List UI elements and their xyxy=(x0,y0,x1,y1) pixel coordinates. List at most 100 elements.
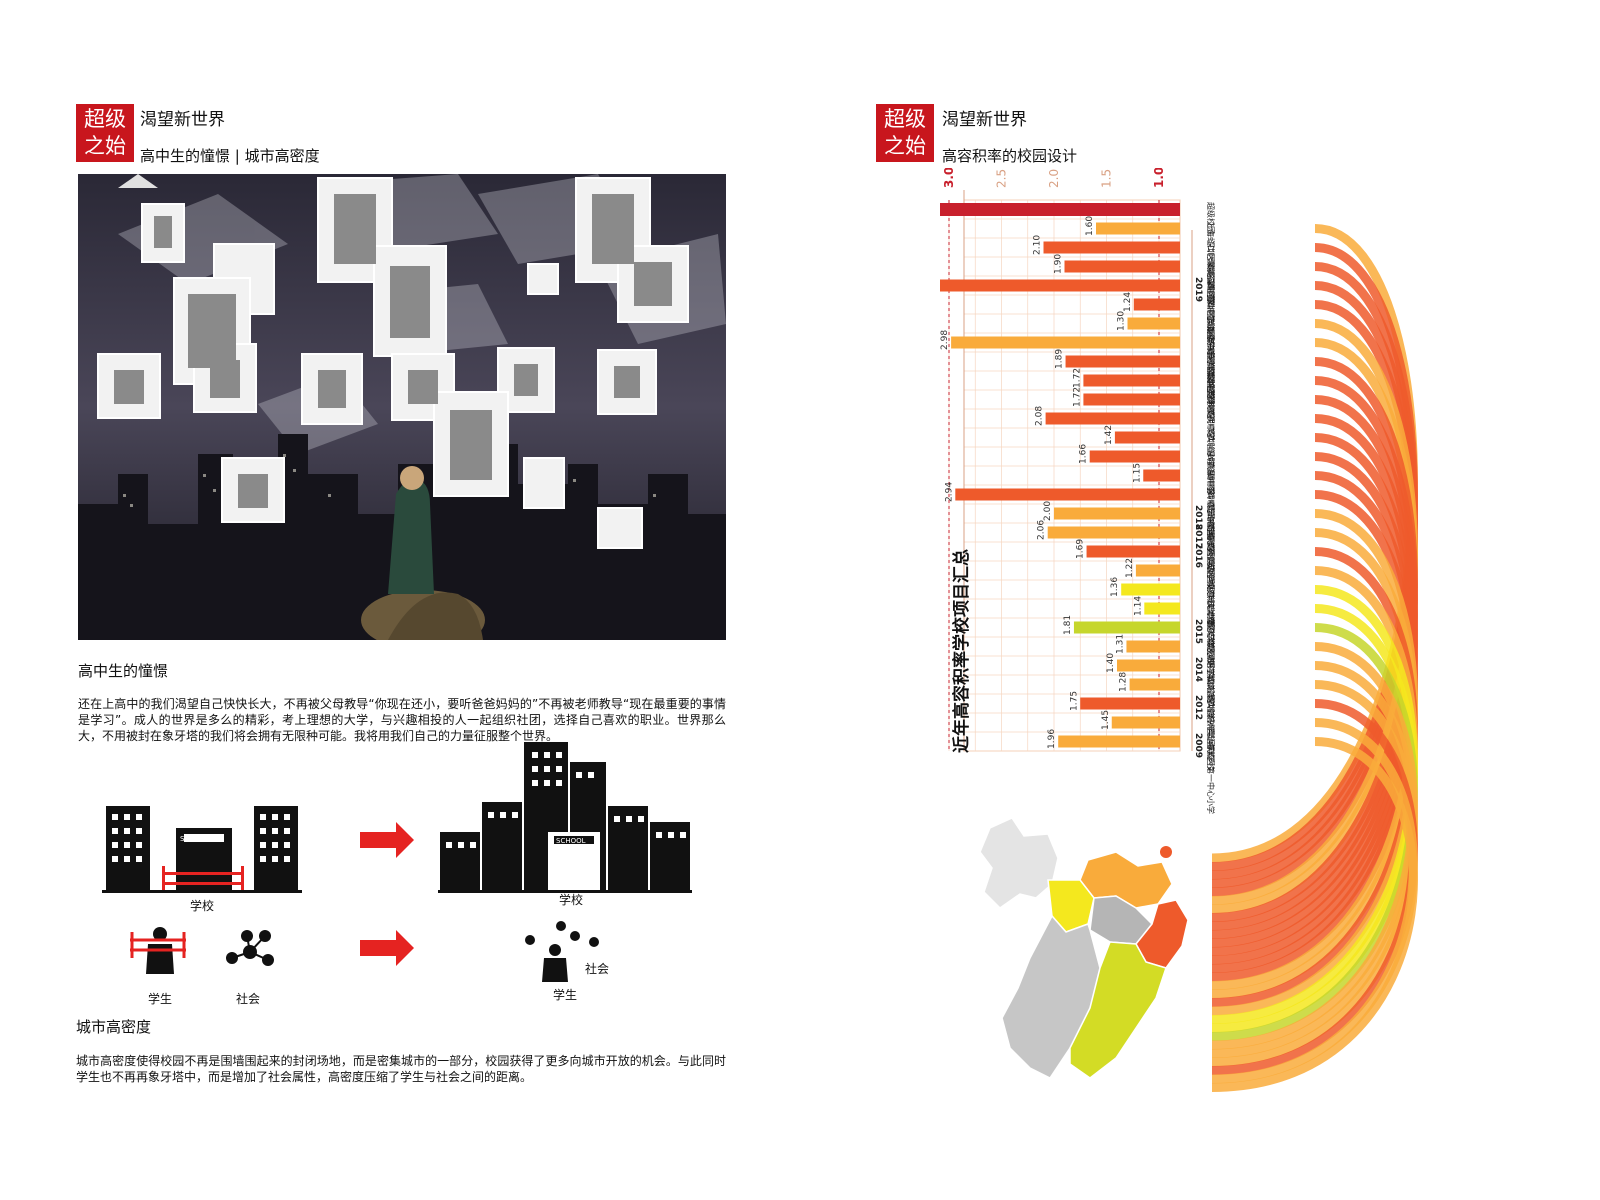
bar xyxy=(1058,735,1180,748)
bar-category-label: 深圳罗湖区某小学 xyxy=(1206,240,1216,304)
bar-value-label: 1.15 xyxy=(1132,463,1142,483)
bar xyxy=(1133,298,1180,311)
bar-value-label: 1.24 xyxy=(1123,292,1133,312)
bar-value-label: 1.72 xyxy=(1072,368,1082,388)
bar-value-label: 1.45 xyxy=(1101,710,1111,730)
bar-category-label: 深圳某田中学 xyxy=(1206,487,1216,535)
axis-tick-label: 2.0 xyxy=(1047,169,1061,188)
student-label-after: 学生 xyxy=(553,988,578,1002)
bar-value-label: 1.40 xyxy=(1106,653,1116,673)
bar-value-label: 2.94 xyxy=(944,482,954,502)
bar-category-label: 深圳红岭高级中学 xyxy=(1206,430,1216,494)
bar-value-label: 1.60 xyxy=(1085,216,1095,236)
bar-category-label: 浙江某实验学校 xyxy=(1206,658,1216,714)
bar-value-label: 2.08 xyxy=(1035,406,1045,426)
bar xyxy=(1054,507,1180,520)
bar-category-label: 上海某国际学校校区 xyxy=(1206,506,1216,578)
map-region-south-west xyxy=(1001,914,1101,1079)
bar xyxy=(1127,317,1180,330)
bar-year-label: 2009 xyxy=(1193,733,1203,758)
bar-value-label: 2.06 xyxy=(1037,520,1047,540)
bar xyxy=(1114,431,1180,444)
bar xyxy=(940,279,1180,292)
bar-category-label: 天津某中学某分校 xyxy=(1206,601,1216,665)
bar xyxy=(1083,374,1180,387)
bar-value-label: 1.31 xyxy=(1115,634,1125,654)
section-text-density: 城市高密度使得校园不再是围墙围起来的封闭场地，而是密集城市的一部分，校园获得了更… xyxy=(76,1054,726,1084)
axis-tick-label: 1.0 xyxy=(1152,168,1166,188)
bar-value-label: 1.89 xyxy=(1055,349,1065,369)
bar-category-label: 深圳红岭中学（石厦校区） xyxy=(1206,468,1216,564)
flow-band xyxy=(1211,737,1418,1092)
page-subtitle-right: 高容积率的校园设计 xyxy=(942,147,1078,165)
bar-category-label: 山东某实验中学 xyxy=(1206,677,1216,733)
bar-value-label: 1.22 xyxy=(1125,558,1135,578)
bar xyxy=(1086,545,1180,558)
bar xyxy=(1073,621,1180,634)
bar-value-label: 1.30 xyxy=(1117,311,1127,331)
china-east-map xyxy=(979,817,1189,1079)
axis-tick-label: 2.5 xyxy=(995,169,1009,188)
bar-category-label: 上海某外国语学校 xyxy=(1206,525,1216,589)
bar-year-label: 2015 xyxy=(1193,619,1203,644)
bar xyxy=(1043,241,1180,254)
bar-value-label: 2.00 xyxy=(1043,501,1053,521)
bar xyxy=(1064,260,1180,273)
bar-value-label: 1.90 xyxy=(1054,254,1064,274)
tag-line-2-right: 之始 xyxy=(884,134,926,158)
bar-category-label: 上海长宁区某中学学校 xyxy=(1206,335,1216,415)
page-subtitle-left: 高中生的憧憬 | 城市高密度 xyxy=(140,147,320,165)
bar xyxy=(1047,526,1180,539)
section-tag-right: 超级 之始 xyxy=(876,104,934,162)
bar xyxy=(1143,469,1180,482)
bar-category-label: 北京四中房山校区 xyxy=(1206,639,1216,703)
bar-category-label: 深圳某小学 xyxy=(1206,354,1216,394)
society-label-after: 社会 xyxy=(585,962,610,976)
bar-category-label: 上海某区第一中心小学 xyxy=(1206,734,1216,814)
section-title-aspiration: 高中生的憧憬 xyxy=(78,662,169,680)
section-title-density: 城市高密度 xyxy=(76,1018,152,1036)
page-title-left: 渴望新世界 xyxy=(140,110,225,130)
tag-line-2: 之始 xyxy=(84,134,126,158)
bar xyxy=(955,488,1180,501)
bar xyxy=(1089,450,1180,463)
page-title-right: 渴望新世界 xyxy=(942,110,1027,130)
bar xyxy=(1065,355,1180,368)
bar-year-label: 2017 xyxy=(1193,524,1203,549)
bar-value-label: 2.10 xyxy=(1033,235,1043,255)
bar-category-label: 深圳某民中学 xyxy=(1206,392,1216,440)
bar-category-label: 杭州某国际学校 xyxy=(1206,715,1216,771)
bar-category-label: 深圳南山区某高级中学 xyxy=(1206,278,1216,358)
bar xyxy=(1129,678,1180,691)
bar-category-label: 超级校园 xyxy=(1206,202,1216,234)
bar-year-label: 2012 xyxy=(1193,695,1203,720)
bar-value-label: 1.36 xyxy=(1110,577,1120,597)
bar xyxy=(1096,222,1180,235)
density-bar-chart: 4.0?3.53.02.52.01.51.0 3.23超级校园1.60上海虹口区… xyxy=(940,168,1418,1092)
bar-category-label: 北京十一学校某校区 xyxy=(1206,582,1216,654)
bar-value-label: 1.72 xyxy=(1072,387,1082,407)
bar xyxy=(1045,412,1180,425)
student-label-before: 学生 xyxy=(148,992,173,1006)
tag-line-1: 超级 xyxy=(84,107,126,131)
bar xyxy=(1121,583,1180,596)
bar-category-label: 深圳某分中学 xyxy=(1206,373,1216,421)
school-sign-after: SCHOOL xyxy=(556,837,586,845)
bar-category-label: 深圳南山区某大学附属实验学校 xyxy=(1206,297,1216,409)
bar xyxy=(1144,602,1180,615)
chart-title: 近年高容积率学校项目汇总 xyxy=(951,549,972,753)
bar-value-label: 1.69 xyxy=(1076,539,1086,559)
bar xyxy=(1080,697,1180,710)
bar xyxy=(1083,393,1180,406)
bar-value-label: 1.81 xyxy=(1063,615,1073,635)
society-label-before: 社会 xyxy=(236,992,261,1006)
bar xyxy=(940,203,1180,216)
bar-value-label: 1.14 xyxy=(1133,596,1143,616)
bar-category-label: 深圳红岭中学（园岭校区） xyxy=(1206,449,1216,545)
bar xyxy=(1111,716,1180,729)
bar-value-label: 2.98 xyxy=(940,330,950,350)
bar xyxy=(1135,564,1180,577)
bar-year-label: 2014 xyxy=(1193,657,1203,682)
school-label-before: 学校 xyxy=(190,899,215,913)
student-society-diagram xyxy=(130,921,599,982)
